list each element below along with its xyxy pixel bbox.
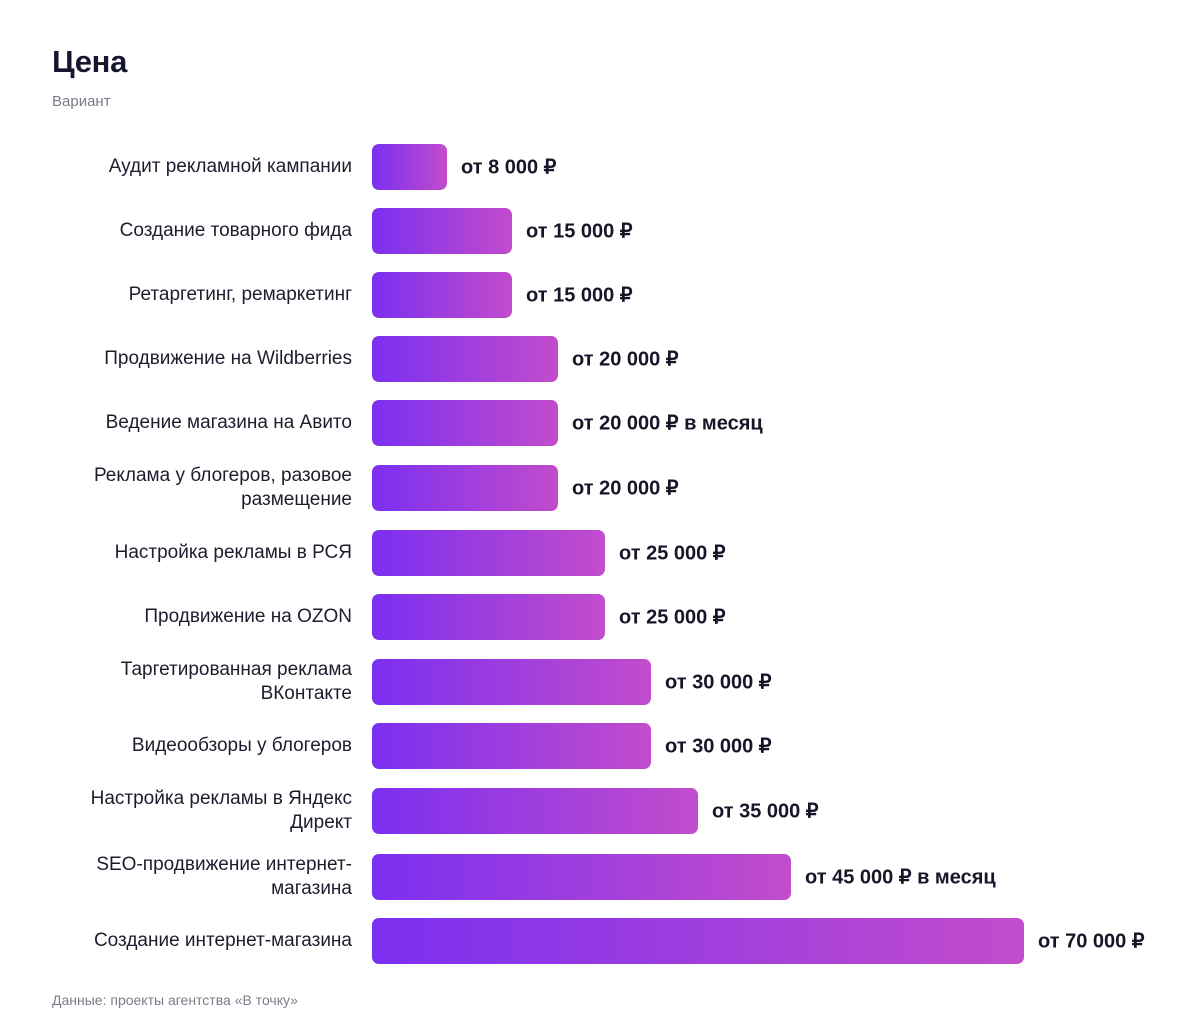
value-label: от 20 000 ₽	[572, 348, 679, 371]
bar-row: Создание товарного фида от 15 000 ₽	[0, 208, 1200, 254]
value-label: от 20 000 ₽ в месяц	[572, 412, 763, 435]
bar-row: Таргетированная реклама ВКонтакте от 30 0…	[0, 659, 1200, 705]
category-label: Продвижение на OZON	[144, 606, 352, 627]
category-label: Аудит рекламной кампании	[108, 156, 352, 177]
value-label: от 25 000 ₽	[619, 542, 726, 565]
value-label: от 30 000 ₽	[665, 735, 772, 758]
value-label: от 35 000 ₽	[712, 800, 819, 823]
value-label: от 45 000 ₽ в месяц	[805, 866, 996, 889]
bar	[372, 594, 605, 640]
value-label: от 15 000 ₽	[526, 284, 633, 307]
bar-row: Настройка рекламы в РСЯ от 25 000 ₽	[0, 530, 1200, 576]
bar-row: Реклама у блогеров, разовое размещение от…	[0, 465, 1200, 511]
category-label: SEO-продвижение интернет-магазина	[96, 854, 352, 899]
bar-row: Создание интернет-магазина от 70 000 ₽	[0, 918, 1200, 964]
bar-row: Видеообзоры у блогеров от 30 000 ₽	[0, 723, 1200, 769]
bar-row: Ведение магазина на Авито от 20 000 ₽ в м…	[0, 400, 1200, 446]
bar-row: Настройка рекламы в Яндекс Директ от 35 0…	[0, 788, 1200, 834]
bar	[372, 854, 791, 900]
value-label: от 70 000 ₽	[1038, 930, 1145, 953]
bar	[372, 465, 558, 511]
bar	[372, 336, 558, 382]
bar	[372, 530, 605, 576]
chart-title: Цена	[52, 44, 128, 79]
bar	[372, 400, 558, 446]
value-label: от 15 000 ₽	[526, 220, 633, 243]
bar	[372, 272, 512, 318]
category-label: Настройка рекламы в РСЯ	[114, 542, 352, 563]
category-label: Продвижение на Wildberries	[104, 348, 352, 369]
bar-row: Ретаргетинг, ремаркетинг от 15 000 ₽	[0, 272, 1200, 318]
value-label: от 8 000 ₽	[461, 156, 557, 179]
bar-row: Продвижение на Wildberries от 20 000 ₽	[0, 336, 1200, 382]
bar	[372, 144, 447, 190]
bar-row: Продвижение на OZON от 25 000 ₽	[0, 594, 1200, 640]
category-label: Реклама у блогеров, разовое размещение	[93, 465, 352, 510]
bar	[372, 788, 698, 834]
category-label: Создание товарного фида	[119, 220, 352, 241]
bar	[372, 918, 1024, 964]
bar-row: Аудит рекламной кампании от 8 000 ₽	[0, 144, 1200, 190]
category-label: Таргетированная реклама ВКонтакте	[120, 659, 352, 704]
bar	[372, 659, 651, 705]
chart-subtitle: Вариант	[52, 93, 111, 110]
bar	[372, 723, 651, 769]
category-label: Видеообзоры у блогеров	[131, 735, 352, 756]
category-label: Создание интернет-магазина	[93, 930, 352, 951]
category-label: Ведение магазина на Авито	[105, 412, 352, 433]
value-label: от 30 000 ₽	[665, 671, 772, 694]
value-label: от 20 000 ₽	[572, 477, 679, 500]
category-label: Настройка рекламы в Яндекс Директ	[90, 788, 352, 833]
source-note: Данные: проекты агентства «В точку»	[52, 992, 298, 1008]
bar	[372, 208, 512, 254]
category-label: Ретаргетинг, ремаркетинг	[128, 284, 352, 305]
bar-row: SEO-продвижение интернет-магазина от 45 0…	[0, 854, 1200, 900]
value-label: от 25 000 ₽	[619, 606, 726, 629]
